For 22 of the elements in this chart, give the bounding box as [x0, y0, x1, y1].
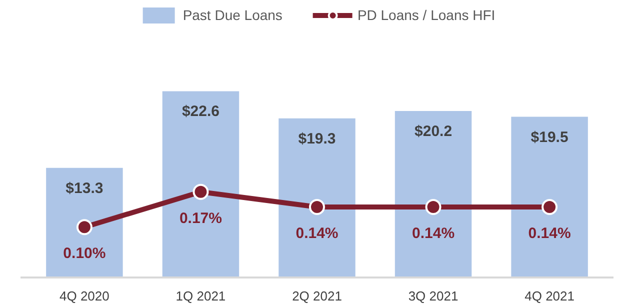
data-label: 0.14%	[296, 224, 338, 242]
data-label: 0.14%	[412, 224, 455, 242]
bar	[46, 168, 123, 278]
x-tick-label: 4Q 2021	[524, 288, 574, 304]
legend-label: Past Due Loans	[182, 7, 282, 23]
data-label: 0.10%	[63, 245, 106, 262]
data-label: $19.3	[298, 130, 336, 148]
data-label: 0.14%	[528, 224, 571, 242]
bar	[511, 116, 588, 278]
x-tick-label: 2Q 2021	[292, 288, 342, 304]
data-label: 0.17%	[179, 210, 222, 227]
x-tick-label: 4Q 2020	[60, 288, 110, 304]
x-tick-label: 3Q 2021	[408, 288, 458, 304]
data-label: $20.2	[414, 123, 452, 140]
legend-label: PD Loans / Loans HFI	[357, 7, 496, 23]
x-tick-label: 1Q 2021	[176, 288, 226, 304]
data-label: $22.6	[182, 103, 220, 120]
bar	[162, 91, 240, 278]
bar	[278, 118, 356, 278]
data-label: $13.3	[66, 180, 104, 197]
data-label: $19.5	[530, 128, 568, 146]
bar	[394, 111, 472, 278]
